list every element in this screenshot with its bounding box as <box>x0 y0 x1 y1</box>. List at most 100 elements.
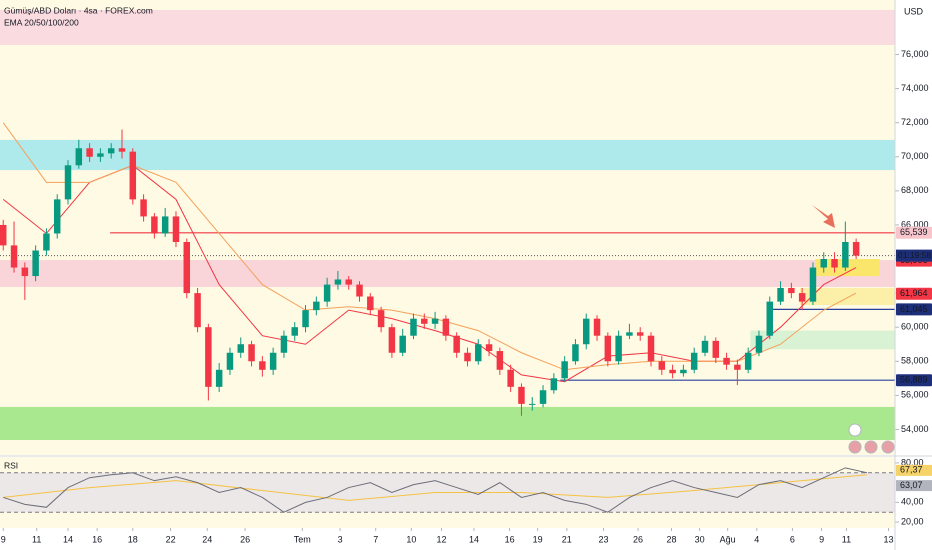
candle-body <box>604 335 612 362</box>
candle-body <box>723 357 730 365</box>
rsi-label: 67,37 <box>900 465 923 475</box>
event-icon[interactable] <box>881 440 895 454</box>
y-tick-label: 74,000 <box>901 83 929 93</box>
candle-body <box>151 216 158 234</box>
x-tick-label: 19 <box>533 534 543 544</box>
rsi-tick-label: 80,00 <box>901 457 924 467</box>
candle-body <box>820 259 827 268</box>
candle-body <box>798 293 806 302</box>
candle-body <box>32 250 39 277</box>
candle-body <box>118 148 126 152</box>
candle-body <box>421 318 428 324</box>
candle-body <box>280 335 288 353</box>
candle-body <box>334 279 342 285</box>
candle-body <box>755 335 763 353</box>
x-tick-label: 6 <box>790 534 795 544</box>
x-tick-label: 23 <box>598 534 608 544</box>
y-tick-label: 76,000 <box>901 49 929 59</box>
zone <box>0 406 895 441</box>
candle-body <box>226 352 234 370</box>
candle-body <box>21 267 29 277</box>
price-label-bg <box>896 303 932 316</box>
x-tick-label: 12 <box>437 534 447 544</box>
candle-body <box>377 310 385 328</box>
x-tick-label: 11 <box>842 534 851 544</box>
price-label-bg <box>896 226 932 239</box>
x-tick-label: 13 <box>884 534 894 544</box>
x-tick-label: 21 <box>562 534 572 544</box>
x-tick-label: 26 <box>240 534 250 544</box>
x-tick-label: 11 <box>32 534 41 544</box>
candle-body <box>194 293 201 328</box>
price-label: 61,045 <box>900 304 928 314</box>
x-tick-label: 14 <box>469 534 479 544</box>
candle-body <box>302 310 309 328</box>
candle-body <box>766 301 774 336</box>
currency[interactable]: USD <box>904 6 924 16</box>
price-label: 65,539 <box>900 227 928 237</box>
candle-body <box>496 351 504 370</box>
candle-body <box>475 344 482 362</box>
candle-body <box>53 199 61 234</box>
candle-body <box>507 369 514 387</box>
candle-body <box>464 352 471 362</box>
x-tick-label: 28 <box>667 534 677 544</box>
y-tick-label: 72,000 <box>901 117 929 127</box>
candle-body <box>345 279 352 285</box>
candle-body <box>172 216 180 242</box>
candle-body <box>539 390 547 404</box>
candle-body <box>291 327 298 336</box>
y-tick-label: 66,000 <box>901 219 929 229</box>
price-label-bg <box>896 374 932 387</box>
box <box>799 287 895 306</box>
rsi-ma-line <box>3 474 867 501</box>
price-pane <box>0 0 895 455</box>
candle-body <box>10 245 18 268</box>
candle-body <box>453 335 460 353</box>
candle-body <box>809 267 817 302</box>
x-tick-label: 10 <box>406 534 416 544</box>
candle-body <box>107 148 115 154</box>
event-icon[interactable] <box>848 440 862 454</box>
candle-body <box>842 241 849 268</box>
x-tick-label: 14 <box>63 534 73 544</box>
candle-body <box>356 284 363 297</box>
layer: 54,00056,00058,00060,00062,00064,00066,0… <box>0 10 932 544</box>
y-tick-label: 58,000 <box>901 356 929 366</box>
x-tick-label: 22 <box>166 534 176 544</box>
price-label-bg <box>896 287 932 300</box>
zone <box>0 139 895 171</box>
candle-body <box>561 361 568 379</box>
candle-body <box>86 148 93 157</box>
candle-body <box>485 344 493 352</box>
x-tick-label: 9 <box>1 534 6 544</box>
x-tick-label: Tem <box>294 534 311 544</box>
candle-body <box>129 151 137 200</box>
event-icon[interactable] <box>864 440 878 454</box>
arrow-annotation <box>812 205 835 228</box>
candle-body <box>388 327 396 353</box>
candle-body <box>690 352 698 370</box>
candle-body <box>647 335 655 362</box>
x-tick-label: Ağu <box>720 534 736 544</box>
zone <box>0 10 895 45</box>
rsi-label-bg <box>896 480 932 492</box>
y-tick-label: 56,000 <box>901 390 929 400</box>
candle-body <box>636 332 644 336</box>
x-tick-label: 3 <box>338 534 343 544</box>
candle-body <box>269 352 277 370</box>
alert-icon[interactable] <box>848 423 862 437</box>
box <box>750 330 895 350</box>
y-tick-label: 54,000 <box>901 424 929 434</box>
candle-body <box>259 361 266 370</box>
candle-body <box>831 259 838 268</box>
candle-body <box>0 224 7 246</box>
candle-body <box>744 352 752 370</box>
countdown-bg <box>896 249 932 262</box>
candle-body <box>788 287 795 294</box>
candle-body <box>658 361 666 370</box>
candle-body <box>701 340 709 353</box>
candle-body <box>777 287 784 302</box>
candle-body <box>64 165 72 200</box>
countdown: 01:19:58 <box>898 250 931 260</box>
